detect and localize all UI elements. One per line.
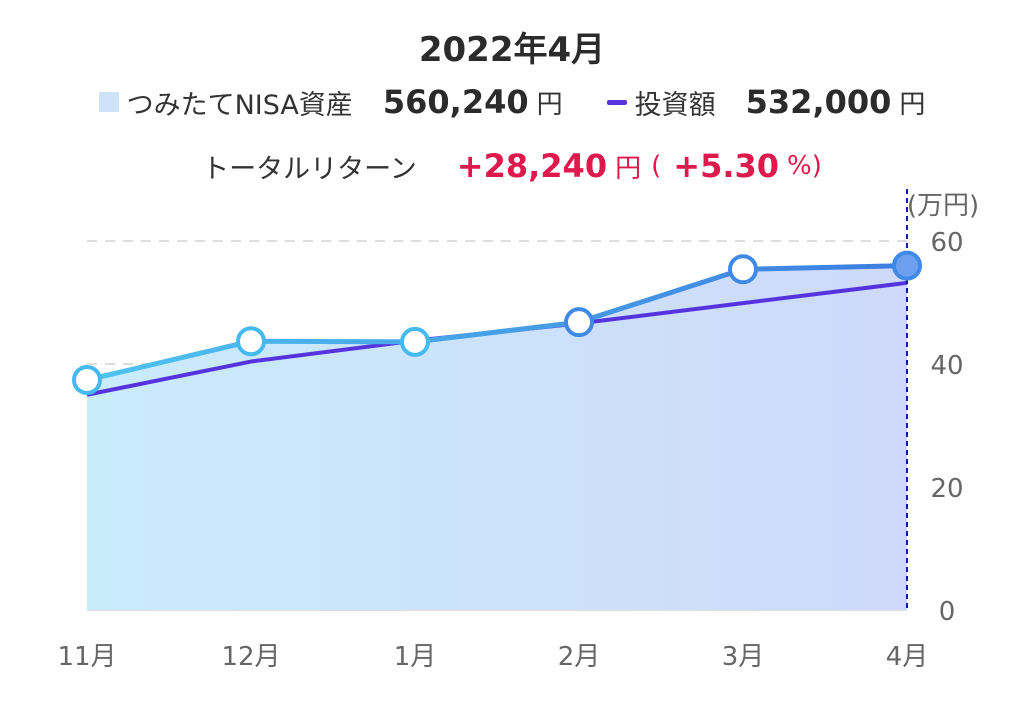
asset-point [236, 326, 266, 357]
asset-line [86, 263, 908, 383]
invest-legend-label: 投資額 [634, 89, 716, 121]
y-tick-label: 60 [930, 228, 963, 258]
chart-title: 2022年4月 [418, 30, 606, 70]
asset-point [892, 250, 922, 281]
asset-legend-swatch [98, 92, 119, 112]
asset-point [728, 254, 758, 285]
total-return-amount: +28,240 [456, 147, 608, 185]
asset-legend-label: つみたてNISA資産 [126, 89, 353, 121]
y-tick-label: 0 [939, 597, 956, 627]
asset-point [564, 307, 594, 338]
asset-point [72, 364, 102, 395]
x-tick-label: 3月 [722, 642, 765, 672]
return-paren-open: ( [651, 151, 662, 181]
legend-row: つみたてNISA資産 560,240 円 投資額 532,000 円 [0, 82, 1024, 122]
total-return-percent-unit: %) [787, 151, 822, 181]
x-tick-label: 4月 [886, 642, 929, 672]
x-tick-label: 11月 [57, 642, 116, 672]
y-tick-label: 40 [930, 351, 963, 381]
total-return-percent: +5.30 [673, 147, 780, 185]
asset-unit: 円 [536, 89, 563, 120]
x-tick-label: 12月 [221, 642, 280, 672]
asset-point [400, 326, 430, 357]
y-unit-label: (万円) [907, 191, 979, 221]
total-return-label: トータルリターン [202, 153, 417, 185]
asset-value: 560,240 [382, 83, 529, 121]
x-tick-label: 1月 [394, 642, 437, 672]
y-tick-label: 20 [930, 474, 963, 504]
invest-unit: 円 [899, 89, 926, 120]
invest-legend-swatch [606, 99, 627, 105]
total-return-unit: 円 [615, 153, 642, 184]
invest-value: 532,000 [745, 83, 892, 121]
asset-area [87, 265, 907, 610]
x-tick-label: 2月 [558, 642, 601, 672]
total-return-row: トータルリターン +28,240 円 ( +5.30 %) [0, 146, 1024, 186]
